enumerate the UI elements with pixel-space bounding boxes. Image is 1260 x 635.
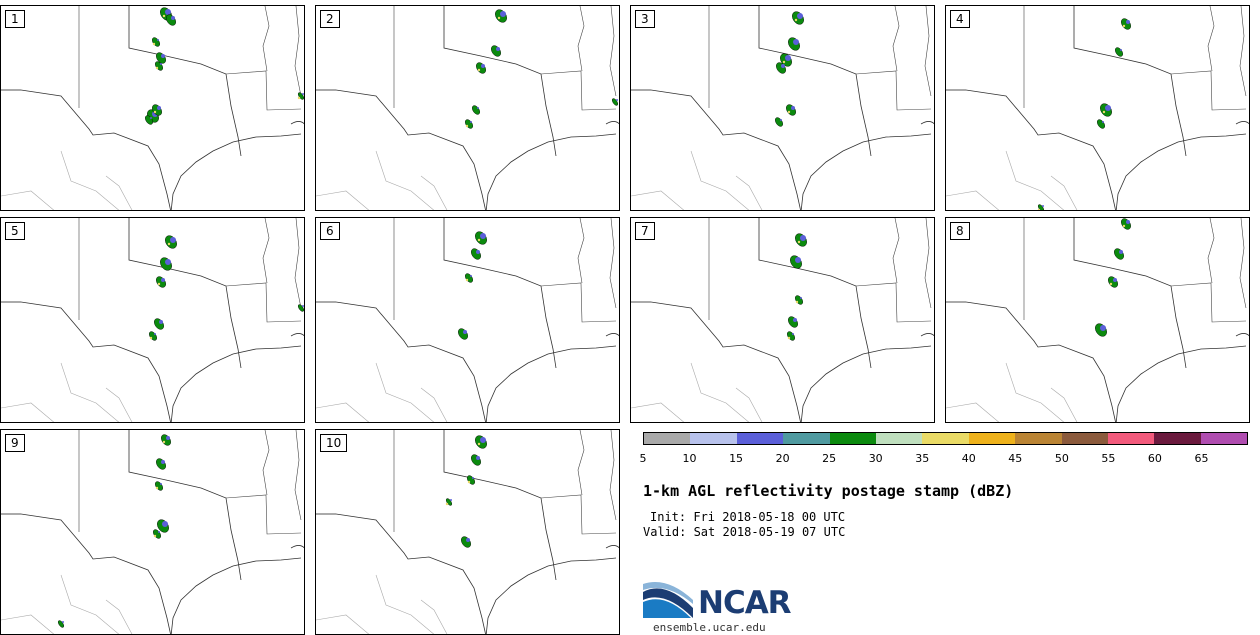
member-label: 2 [320, 10, 340, 28]
map-outline [631, 218, 934, 422]
colorbar-tick-label: 20 [775, 452, 790, 465]
map-outline [1, 218, 304, 422]
forecast-panel-6: 6 [315, 217, 620, 423]
colorbar-ticks: 5 10 15 20 25 30 35 40 45 50 55 60 65 [639, 452, 1248, 466]
colorbar-tick-label: 50 [1054, 452, 1069, 465]
map-outline [1, 430, 304, 634]
colorbar-swatch [829, 433, 876, 444]
ncar-logo-text: NCAR [698, 585, 792, 621]
colorbar-swatch [783, 433, 830, 444]
forecast-panel-1: 1 [0, 5, 305, 211]
member-label: 8 [950, 222, 970, 240]
map-outline [316, 430, 619, 634]
colorbar-swatch [736, 433, 784, 444]
member-label: 6 [320, 222, 340, 240]
colorbar-swatch [644, 433, 691, 444]
colorbar-swatch [690, 433, 737, 444]
colorbar-swatch [1061, 433, 1108, 444]
forecast-panel-3: 3 [630, 5, 935, 211]
member-label: 10 [320, 434, 348, 452]
reflectivity-colorbar [643, 432, 1248, 445]
member-label: 3 [635, 10, 655, 28]
colorbar-tick-label: 15 [729, 452, 744, 465]
colorbar-swatch [922, 433, 969, 444]
member-label: 9 [5, 434, 25, 452]
forecast-panel-8: 8 [945, 217, 1250, 423]
map-outline [1, 6, 304, 210]
member-label: 4 [950, 10, 970, 28]
forecast-panel-5: 5 [0, 217, 305, 423]
colorbar-tick-label: 30 [868, 452, 883, 465]
forecast-panel-7: 7 [630, 217, 935, 423]
member-label: 7 [635, 222, 655, 240]
colorbar-tick-label: 60 [1147, 452, 1162, 465]
colorbar-tick-label: 55 [1101, 452, 1116, 465]
colorbar-swatch [1015, 433, 1062, 444]
map-outline [946, 6, 1249, 210]
forecast-panel-2: 2 [315, 5, 620, 211]
figure-title: 1-km AGL reflectivity postage stamp (dBZ… [643, 482, 1014, 500]
forecast-panel-9: 9 [0, 429, 305, 635]
colorbar-tick-label: 25 [822, 452, 837, 465]
colorbar-swatch [1200, 433, 1248, 444]
colorbar-swatch [1154, 433, 1201, 444]
colorbar-swatch [1107, 433, 1155, 444]
valid-time: Valid: Sat 2018-05-19 07 UTC [643, 525, 846, 539]
member-label: 1 [5, 10, 25, 28]
map-outline [946, 218, 1249, 422]
init-time: Init: Fri 2018-05-18 00 UTC [650, 510, 846, 524]
map-outline [316, 218, 619, 422]
forecast-panel-4: 4 [945, 5, 1250, 211]
map-outline [316, 6, 619, 210]
colorbar-swatch [968, 433, 1016, 444]
member-label: 5 [5, 222, 25, 240]
colorbar-tick-label: 45 [1008, 452, 1023, 465]
ensemble-url: ensemble.ucar.edu [653, 621, 766, 634]
colorbar-tick-label: 35 [915, 452, 930, 465]
ncar-logo-icon [643, 582, 693, 618]
forecast-panel-10: 10 [315, 429, 620, 635]
colorbar-swatch [875, 433, 923, 444]
colorbar-tick-label: 65 [1194, 452, 1209, 465]
colorbar-tick-label: 10 [682, 452, 697, 465]
map-outline [631, 6, 934, 210]
colorbar-tick-label: 5 [639, 452, 647, 465]
colorbar-tick-label: 40 [961, 452, 976, 465]
